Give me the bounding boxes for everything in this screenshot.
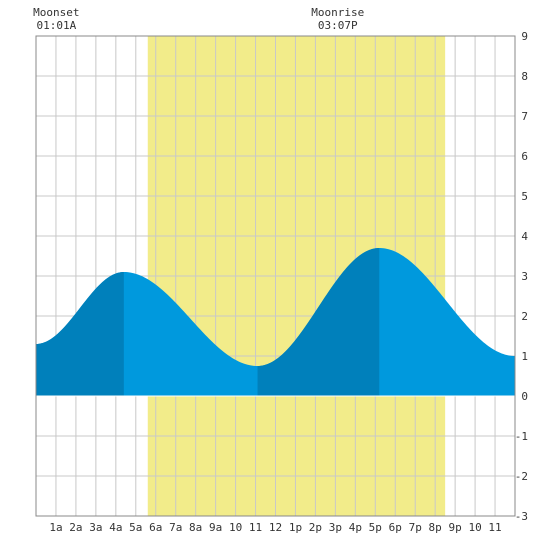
tide-area-rising (36, 272, 124, 396)
x-tick-label: 4p (349, 521, 362, 534)
plot-frame (35, 35, 516, 517)
tide-area-rising (257, 248, 380, 396)
x-tick-label: 5a (129, 521, 142, 534)
y-tick-label: 6 (521, 150, 528, 163)
tide-layer (36, 248, 515, 396)
x-tick-label: 8a (189, 521, 202, 534)
x-tick-label: 2a (69, 521, 82, 534)
x-tick-label: 4a (109, 521, 122, 534)
y-tick-label: 1 (521, 350, 528, 363)
x-tick-label: 2p (309, 521, 322, 534)
y-tick-label: 2 (521, 310, 528, 323)
x-tick-label: 9a (209, 521, 222, 534)
y-tick-labels: 9 8 7 6 5 4 3 2 1 0 -1 -2 -3 (515, 30, 529, 523)
x-tick-label: 3p (329, 521, 342, 534)
y-tick-label: 3 (521, 270, 528, 283)
x-tick-label: 5p (369, 521, 382, 534)
moon-event-label: Moonset (33, 6, 79, 19)
x-tick-label: 1p (289, 521, 302, 534)
x-tick-label: 8p (429, 521, 442, 534)
x-tick-label: 6a (149, 521, 162, 534)
moon-event-time: 01:01A (36, 19, 76, 32)
x-tick-label: 9p (449, 521, 462, 534)
moon-event-time: 03:07P (318, 19, 358, 32)
y-tick-label: -1 (515, 430, 528, 443)
x-tick-labels: 1a 2a 3a 4a 5a 6a 7a 8a 9a 10 11 12 1p 2p 3p 4p 5p 6p 7p 8p… (49, 521, 501, 534)
y-tick-label: 0 (521, 390, 528, 403)
y-tick-label: 7 (521, 110, 528, 123)
x-tick-label: 7a (169, 521, 182, 534)
x-tick-label: 11 (488, 521, 501, 534)
y-tick-label: 9 (521, 30, 528, 43)
tide-area (36, 248, 515, 396)
x-tick-label: 7p (409, 521, 422, 534)
moon-event-label: Moonrise (311, 6, 364, 19)
x-tick-label: 6p (389, 521, 402, 534)
y-tick-label: -2 (515, 470, 528, 483)
x-tick-label: 10 (468, 521, 481, 534)
y-tick-label: 8 (521, 70, 528, 83)
x-tick-label: 11 (249, 521, 262, 534)
x-tick-label: 12 (269, 521, 282, 534)
y-tick-label: -3 (515, 510, 528, 523)
x-tick-label: 10 (229, 521, 242, 534)
y-tick-label: 4 (521, 230, 528, 243)
x-tick-label: 3a (89, 521, 102, 534)
x-tick-label: 1a (49, 521, 62, 534)
y-tick-label: 5 (521, 190, 528, 203)
